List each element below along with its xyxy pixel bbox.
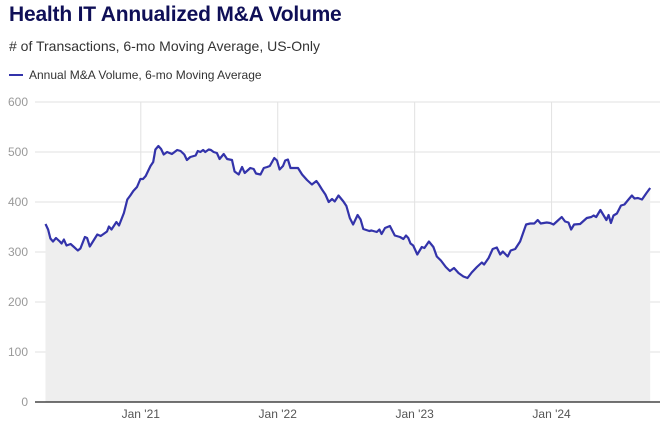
legend: Annual M&A Volume, 6-mo Moving Average <box>9 68 262 82</box>
y-tick-label: 400 <box>8 195 28 209</box>
series-line <box>44 144 652 280</box>
y-axis-ticks: 0 100 200 300 400 500 600 <box>8 95 28 409</box>
chart-subtitle: # of Transactions, 6-mo Moving Average, … <box>9 38 320 54</box>
x-axis-ticks: Jan '21 Jan '22 Jan '23 Jan '24 <box>122 407 571 421</box>
legend-label: Annual M&A Volume, 6-mo Moving Average <box>29 68 262 82</box>
y-tick-label: 0 <box>21 395 28 409</box>
x-tick-label: Jan '23 <box>395 407 434 421</box>
x-tick-label: Jan '22 <box>259 407 298 421</box>
y-tick-label: 100 <box>8 345 28 359</box>
x-tick-label: Jan '24 <box>532 407 571 421</box>
series-area-fill <box>45 146 651 402</box>
chart-title: Health IT Annualized M&A Volume <box>9 3 342 26</box>
y-tick-label: 300 <box>8 245 28 259</box>
legend-swatch <box>9 74 23 76</box>
y-tick-label: 600 <box>8 95 28 109</box>
y-tick-label: 500 <box>8 145 28 159</box>
x-tick-label: Jan '21 <box>122 407 161 421</box>
y-tick-label: 200 <box>8 295 28 309</box>
